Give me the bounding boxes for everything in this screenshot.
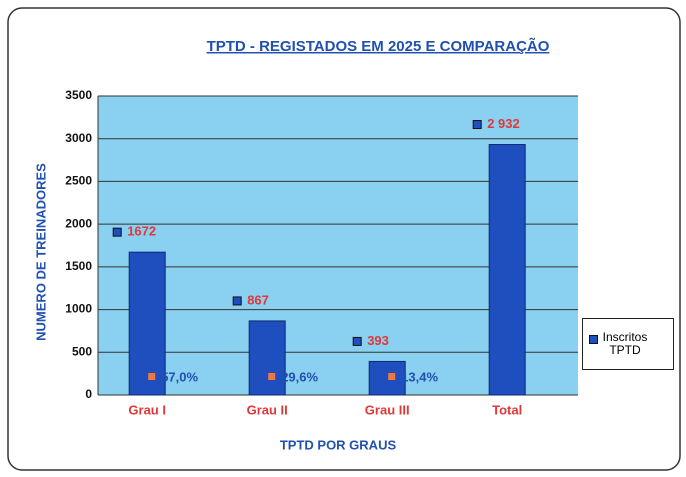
x-tick-label: Grau I <box>128 402 166 417</box>
share-marker <box>148 373 156 380</box>
data-label: 393 <box>367 333 389 348</box>
chart-title: TPTD - REGISTADOS EM 2025 E COMPARAÇÃO <box>207 37 550 55</box>
x-tick-label: Total <box>492 402 522 417</box>
share-marker <box>388 373 396 380</box>
label-marker <box>352 336 362 346</box>
x-tick-label: Grau III <box>365 402 410 417</box>
y-tick-label: 1000 <box>65 302 92 316</box>
bar <box>488 144 526 396</box>
label-marker <box>112 227 122 237</box>
share-label: 13,4% <box>401 369 438 384</box>
x-axis-label: TPTD POR GRAUS <box>280 437 397 452</box>
share-label: 57,0% <box>161 369 198 384</box>
y-tick-label: 0 <box>85 387 92 401</box>
data-label: 1672 <box>127 224 156 239</box>
share-marker <box>268 373 276 380</box>
y-tick-label: 3500 <box>65 88 92 102</box>
share-label: 29,6% <box>281 369 318 384</box>
bar <box>368 360 406 396</box>
y-tick-label: 2500 <box>65 174 92 188</box>
legend: Inscritos TPTD <box>582 318 674 370</box>
label-marker <box>472 120 482 130</box>
x-tick-label: Grau II <box>247 402 288 417</box>
bar <box>128 251 166 396</box>
y-axis-label: NUMERO DE TREINADORES <box>33 163 48 341</box>
data-label: 2 932 <box>487 116 520 131</box>
legend-swatch <box>589 335 598 344</box>
legend-entry: Inscritos TPTD <box>602 330 648 357</box>
label-marker <box>232 296 242 306</box>
bar <box>248 320 286 396</box>
y-tick-label: 500 <box>72 344 92 358</box>
y-tick-label: 1500 <box>65 259 92 273</box>
y-tick-label: 2000 <box>65 216 92 230</box>
data-label: 867 <box>247 292 269 307</box>
y-tick-label: 3000 <box>65 131 92 145</box>
